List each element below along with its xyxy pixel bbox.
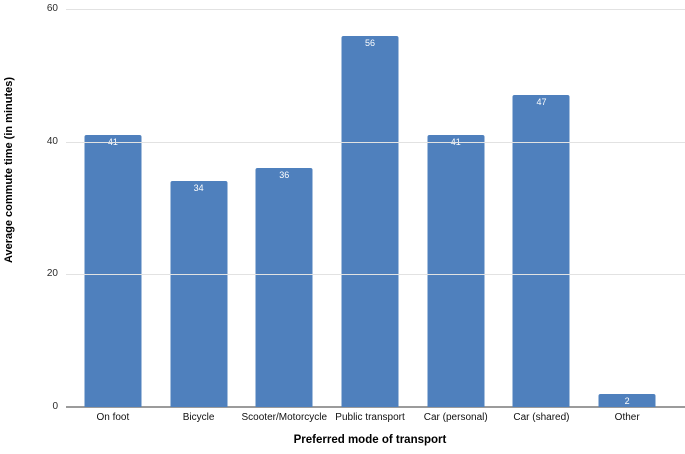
bar-car-shared-: 47 [512, 95, 570, 407]
bar-other: 2 [598, 393, 656, 407]
gridline-y-40 [66, 141, 685, 143]
plot-area: 41On foot34Bicycle36Scooter/Motorcycle56… [66, 9, 685, 423]
y-axis-title: Average commute time (in minutes) [3, 76, 15, 264]
bar-slot: 47 Car (shared) [499, 9, 585, 423]
x-tick-label: Other [614, 412, 640, 423]
bar-slot: 41 On foot [70, 9, 156, 423]
bar-scooter-motorcycle: 36 [255, 168, 313, 407]
x-tick-label: Public transport [335, 412, 405, 423]
bar-slot: 34 Bicycle [156, 9, 242, 423]
bar-car-personal-: 41 [427, 135, 485, 407]
bar-value-label: 47 [536, 97, 547, 108]
y-tick-label-60: 60 [46, 3, 58, 14]
x-tick-label: Bicycle [182, 412, 215, 423]
bar-bicycle: 34 [170, 181, 228, 407]
bar-value-label: 2 [624, 395, 630, 406]
bars-container: 41On foot34Bicycle36Scooter/Motorcycle56… [70, 9, 670, 423]
x-axis-line [66, 406, 685, 408]
x-tick-label: On foot [96, 412, 130, 423]
x-tick-label: Car (personal) [423, 412, 488, 423]
y-tick-label-20: 20 [46, 268, 58, 280]
bar-value-label: 56 [365, 37, 376, 48]
x-axis-title: Preferred mode of transport [293, 434, 447, 446]
y-tick-label-40: 40 [46, 135, 58, 147]
bar-value-label: 36 [279, 170, 290, 181]
gridline-y-60 [66, 9, 685, 10]
bar-slot: 41 Car (personal) [413, 9, 499, 423]
bar-on-foot: 41 [84, 135, 142, 407]
gridline-y-20 [66, 274, 685, 276]
y-tick-label-0: 0 [52, 401, 58, 412]
bar-slot: 36 Scooter/Motorcycle [241, 9, 327, 423]
bar-value-label: 34 [193, 183, 204, 194]
x-tick-label: Scooter/Motorcycle [241, 412, 328, 423]
bar-slot: 56 Public transport [327, 9, 413, 423]
bar-slot: 2 Other [584, 9, 670, 423]
x-tick-label: Car (shared) [513, 412, 570, 423]
bar-public-transport: 56 [341, 35, 399, 407]
